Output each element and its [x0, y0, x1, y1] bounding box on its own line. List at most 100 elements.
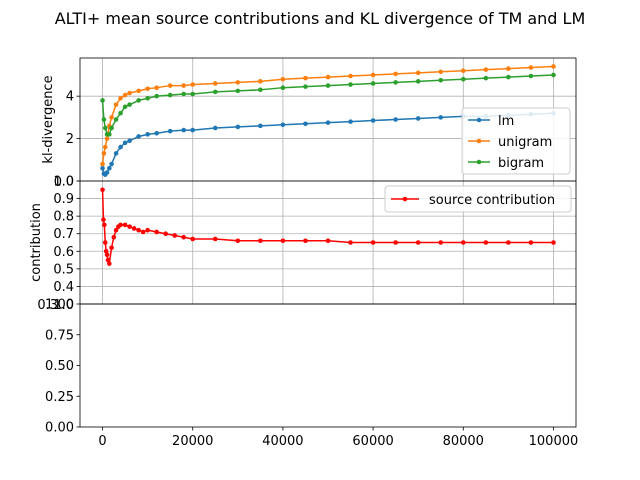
data-point [393, 240, 398, 245]
chart-title: ALTI+ mean source contributions and KL d… [55, 9, 586, 28]
data-point [528, 240, 534, 245]
data-point [136, 88, 141, 94]
data-point [325, 74, 331, 80]
data-point [506, 66, 511, 71]
y-tick-label: 4 [66, 90, 74, 105]
data-point [127, 224, 132, 229]
x-tick-label: 80000 [443, 434, 484, 449]
data-point [551, 72, 556, 78]
data-point [127, 138, 132, 144]
y-tick-label: 0.00 [45, 421, 74, 436]
data-point [113, 102, 119, 107]
data-point [483, 240, 489, 245]
y-tick-label: 1.00 [45, 298, 74, 313]
data-point [348, 73, 353, 79]
data-point [113, 227, 119, 233]
data-point [325, 238, 331, 244]
data-point [118, 144, 123, 150]
x-tick-label: 0 [98, 434, 106, 449]
data-point [118, 222, 123, 228]
y-tick-label: 0.4 [53, 280, 74, 295]
y-axis-label: contribution [29, 203, 44, 282]
data-point [551, 64, 556, 69]
legend-box [461, 107, 571, 175]
data-point [145, 86, 150, 92]
data-point [212, 81, 218, 86]
data-point [370, 72, 376, 78]
data-point [348, 82, 353, 87]
data-point [528, 65, 534, 70]
y-tick-label: 0.8 [53, 210, 74, 225]
data-point [154, 229, 159, 235]
data-point [122, 92, 128, 98]
data-point [393, 80, 398, 85]
data-point [118, 110, 123, 116]
data-point [101, 117, 107, 122]
data-point [438, 115, 444, 120]
legend-label: lm [498, 114, 514, 129]
data-point [100, 98, 105, 103]
data-point [102, 144, 108, 150]
data-point [181, 91, 187, 97]
data-point [104, 170, 110, 175]
data-point [102, 222, 107, 228]
data-point [154, 85, 159, 90]
data-point [258, 87, 263, 93]
data-point [145, 132, 150, 137]
data-point [136, 134, 141, 139]
x-tick-label: 40000 [262, 434, 303, 449]
legend-label: unigram [498, 135, 552, 150]
data-point [136, 227, 141, 233]
data-point [181, 127, 187, 133]
data-point [154, 93, 159, 99]
data-point [101, 217, 106, 222]
legend-label: source contribution [429, 193, 555, 208]
data-point [113, 117, 119, 122]
data-point [303, 238, 308, 244]
data-point [235, 88, 241, 94]
y-tick-label: 0.5 [53, 262, 74, 277]
data-point [154, 130, 159, 136]
data-point [181, 83, 187, 88]
y-tick-label: 0.7 [53, 227, 74, 242]
legend-marker [476, 117, 482, 123]
data-point [393, 71, 398, 77]
legend-marker [476, 159, 482, 165]
data-point [113, 151, 119, 156]
legend-label: bigram [498, 156, 544, 171]
data-point [109, 161, 114, 167]
data-point [280, 238, 286, 244]
data-point [145, 95, 150, 101]
data-point [140, 229, 146, 235]
data-point [258, 79, 263, 84]
data-point [190, 91, 196, 97]
data-point [280, 85, 286, 90]
data-point [100, 165, 105, 171]
data-point [551, 240, 556, 245]
data-point [163, 231, 168, 237]
data-point [415, 79, 421, 84]
data-point [107, 261, 112, 266]
data-point [415, 70, 421, 76]
data-point [483, 75, 489, 81]
data-point [280, 122, 286, 128]
data-point [393, 117, 398, 122]
data-point [258, 238, 263, 244]
y-tick-label: 0.75 [45, 328, 74, 343]
data-point [460, 240, 466, 245]
overlap-tick-label: 1.0 [53, 298, 74, 313]
data-point [167, 92, 173, 98]
panel-3: 0.00 0.25 0.50 0.75 1.00 0 20000 40000 60000 8000… [45, 298, 578, 450]
data-point [100, 161, 105, 167]
y-tick-label: 0.6 [53, 245, 74, 260]
y-tick-label: 1.0 [53, 175, 74, 190]
data-point [190, 236, 196, 242]
data-point [325, 83, 331, 88]
data-point [528, 73, 534, 79]
data-point [303, 84, 308, 89]
data-point [212, 89, 218, 95]
data-point [460, 76, 466, 82]
data-point [415, 240, 421, 245]
y-tick-label: 0.25 [45, 390, 74, 405]
data-point [280, 76, 286, 82]
